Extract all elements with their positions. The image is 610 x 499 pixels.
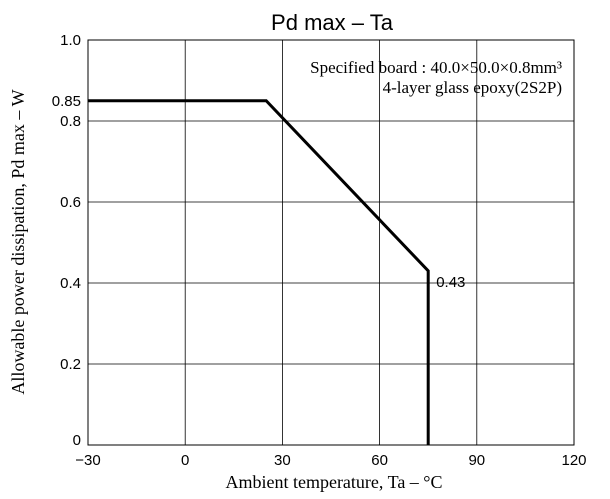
annotation-043: 0.43 xyxy=(436,274,465,291)
y-tick-label: 0.6 xyxy=(60,194,81,211)
y-tick-label: 0.8 xyxy=(60,113,81,130)
y-extra-label-085: 0.85 xyxy=(52,93,81,110)
x-tick-label: 120 xyxy=(561,452,586,469)
x-tick-label: 30 xyxy=(274,452,291,469)
board-note-line-1: Specified board : 40.0×50.0×0.8mm³ xyxy=(310,58,562,77)
pd-derating-curve xyxy=(88,99,430,445)
y-tick-label: 0.2 xyxy=(60,356,81,373)
y-axis-label: Allowable power dissipation, Pd max – W xyxy=(8,89,28,394)
board-note-line-2: 4-layer glass epoxy(2S2P) xyxy=(383,78,562,97)
x-tick-label: −30 xyxy=(75,452,100,469)
x-axis-label: Ambient temperature, Ta – °C xyxy=(225,472,442,492)
chart-title: Pd max – Ta xyxy=(271,10,394,35)
y-tick-label: 0 xyxy=(73,432,81,449)
y-tick-label: 0.4 xyxy=(60,275,81,292)
plot-frame xyxy=(87,39,575,446)
y-tick-label: 1.0 xyxy=(60,32,81,49)
x-tick-label: 0 xyxy=(181,452,189,469)
x-tick-label: 90 xyxy=(468,452,485,469)
x-tick-label: 60 xyxy=(371,452,388,469)
